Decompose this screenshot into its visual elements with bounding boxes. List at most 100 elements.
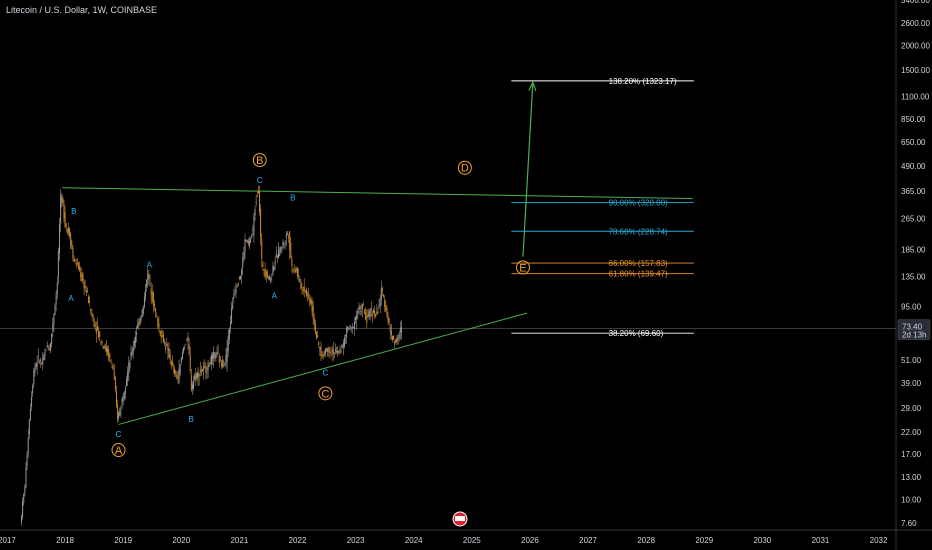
candle-body <box>305 290 307 296</box>
y-axis[interactable]: 3400.00 2600.00 2000.00 1500.00 1100.00 850.0… <box>895 0 930 550</box>
candle-body <box>24 487 26 494</box>
wave-label-small: C <box>116 430 122 439</box>
candle-body <box>379 298 381 306</box>
candle-body <box>301 287 303 288</box>
wave-label-small: B <box>188 415 193 424</box>
candle-body <box>280 246 282 252</box>
candle-body <box>206 371 208 373</box>
candle-body <box>142 306 144 314</box>
candle-body <box>35 364 37 368</box>
candle-body <box>345 335 347 336</box>
wave-label-big: A <box>115 445 123 457</box>
candle-body <box>229 321 231 328</box>
candle-body <box>74 259 76 261</box>
candle-body <box>28 419 30 435</box>
x-tick-label: 2023 <box>347 536 365 545</box>
wave-label-small: A <box>68 294 74 303</box>
candle-body <box>209 362 211 365</box>
candle-body <box>119 408 121 416</box>
candle-body <box>118 411 120 419</box>
candle-body <box>198 373 200 377</box>
candle-body <box>383 294 385 297</box>
candle-body <box>276 255 278 258</box>
candle-body <box>23 493 25 503</box>
candle-body <box>52 323 54 332</box>
trend-lines[interactable] <box>0 80 896 425</box>
candle-body <box>207 361 209 371</box>
candle-body <box>128 362 130 374</box>
candle-body <box>138 321 140 326</box>
candle-body <box>169 354 171 361</box>
candle-body <box>143 296 145 307</box>
candle-body <box>253 216 255 236</box>
candle-body <box>121 398 123 404</box>
candle-body <box>275 253 277 258</box>
fib-level-label: 78.60% (228.74) <box>609 227 668 236</box>
candle-body <box>235 288 237 294</box>
candle-body <box>356 314 358 320</box>
candle-body <box>204 365 206 367</box>
candle-body <box>193 380 195 389</box>
candle-body <box>399 328 401 333</box>
candle-body <box>341 344 343 346</box>
candle-body <box>272 266 274 275</box>
candle-body <box>313 318 315 325</box>
fib-level-label: 138.20% (1323.17) <box>609 77 677 86</box>
candle-body <box>225 354 227 364</box>
candle-body <box>254 208 256 217</box>
candle-body <box>208 365 210 367</box>
candle-body <box>139 319 141 325</box>
x-tick-label: 2022 <box>289 536 307 545</box>
candle-body <box>302 289 304 291</box>
candle-body <box>282 242 284 247</box>
x-tick-label: 2031 <box>812 536 830 545</box>
tradingview-logo-icon[interactable] <box>452 511 468 527</box>
candle-body <box>398 333 400 339</box>
candle-body <box>353 322 355 329</box>
x-axis[interactable]: 2017 2018 2019 2020 2021 2022 2023 2024 2025 2026… <box>0 529 932 545</box>
candle-body <box>69 229 71 237</box>
candle-body <box>318 341 320 346</box>
candle-body <box>102 346 104 348</box>
candle-body <box>340 351 342 353</box>
fib-levels[interactable]: 138.20% (1323.17) 90.00% (320.00) 78.60% (… <box>511 77 694 338</box>
candle-body <box>114 377 116 390</box>
candle-body <box>171 361 173 366</box>
candle-body <box>77 262 79 269</box>
candle-body <box>96 325 98 331</box>
candle-body <box>332 348 334 354</box>
candle-body <box>221 362 223 366</box>
candle-body <box>152 292 154 306</box>
candle-body <box>147 273 149 280</box>
candle-body <box>224 363 226 366</box>
candle-body <box>266 271 268 278</box>
candle-body <box>248 240 250 246</box>
forecast-arrow-head <box>528 80 537 92</box>
candle-body <box>86 291 88 293</box>
candle-body <box>385 305 387 311</box>
candle-body <box>134 336 136 343</box>
candle-body <box>101 341 103 344</box>
candle-body <box>327 348 329 352</box>
candle-body <box>234 293 236 295</box>
candle-body <box>83 281 85 289</box>
candle-body <box>376 311 378 314</box>
candle-body <box>244 238 246 253</box>
candle-body <box>186 339 188 340</box>
candle-body <box>46 345 48 348</box>
candle-body <box>155 308 157 313</box>
candle-body <box>346 327 348 338</box>
candle-body <box>365 312 367 320</box>
candle-body <box>396 337 398 343</box>
candle-body <box>317 335 319 338</box>
candle-body <box>146 279 148 288</box>
wave-label-circle <box>515 260 530 275</box>
candle-body <box>140 316 142 321</box>
candle-body <box>184 346 186 348</box>
candle-body <box>203 366 205 371</box>
x-tick-label: 2028 <box>637 536 655 545</box>
x-tick-label: 2018 <box>56 536 74 545</box>
candle-body <box>166 343 168 347</box>
candle-body <box>194 375 196 381</box>
